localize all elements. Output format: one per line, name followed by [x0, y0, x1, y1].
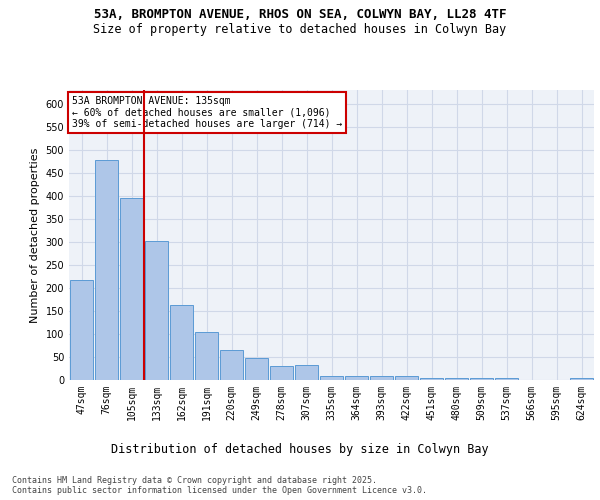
Bar — [220, 350, 243, 380]
Text: 53A, BROMPTON AVENUE, RHOS ON SEA, COLWYN BAY, LL28 4TF: 53A, BROMPTON AVENUE, RHOS ON SEA, COLWY… — [94, 8, 506, 20]
Bar — [70, 280, 93, 380]
Bar — [420, 378, 443, 380]
Bar — [170, 305, 193, 380]
Bar — [295, 366, 318, 380]
Text: 53A BROMPTON AVENUE: 135sqm
← 60% of detached houses are smaller (1,096)
39% of : 53A BROMPTON AVENUE: 135sqm ← 60% of det… — [71, 96, 342, 129]
Bar — [195, 332, 218, 380]
Bar — [320, 376, 343, 380]
Text: Size of property relative to detached houses in Colwyn Bay: Size of property relative to detached ho… — [94, 22, 506, 36]
Bar — [245, 358, 268, 380]
Bar — [270, 366, 293, 380]
Bar — [370, 376, 393, 380]
Bar — [345, 376, 368, 380]
Bar — [495, 378, 518, 380]
Bar — [445, 378, 468, 380]
Text: Distribution of detached houses by size in Colwyn Bay: Distribution of detached houses by size … — [111, 442, 489, 456]
Y-axis label: Number of detached properties: Number of detached properties — [30, 148, 40, 322]
Bar — [395, 376, 418, 380]
Bar — [570, 378, 593, 380]
Bar — [120, 198, 143, 380]
Bar — [145, 241, 168, 380]
Bar — [95, 160, 118, 380]
Bar — [470, 378, 493, 380]
Text: Contains HM Land Registry data © Crown copyright and database right 2025.
Contai: Contains HM Land Registry data © Crown c… — [12, 476, 427, 495]
